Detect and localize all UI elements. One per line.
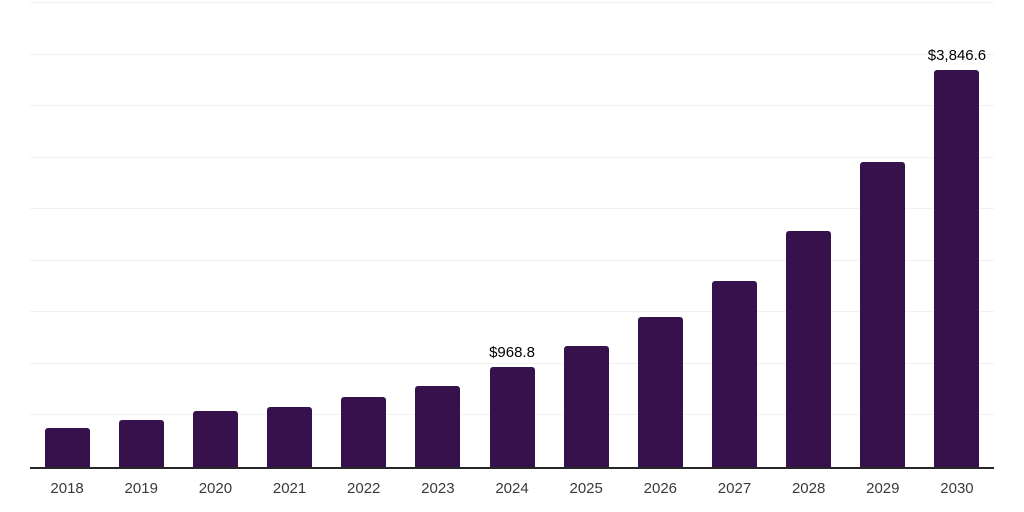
bar-column [697,3,771,467]
x-axis-label: 2024 [495,480,529,497]
bar-2029 [860,162,906,467]
bar-2020 [192,411,238,467]
x-axis-label: 2027 [717,480,752,497]
x-axis: 2018 2019 2020 2021 2022 2023 2024 2025 2026 2027… [30,481,994,497]
bar-column [104,3,178,467]
x-axis-label: 2022 [347,480,381,497]
bar-value-label: $968.8 [489,344,535,362]
x-axis-label: 2025 [569,480,603,497]
gridline [30,311,994,313]
bar-2026 [637,316,683,467]
gridline [30,105,994,107]
bar-2025 [563,345,609,467]
bar-2024 [489,367,535,467]
x-axis-label: 2029 [866,480,900,497]
bar-2027 [711,280,757,467]
x-axis-label: 2020 [198,480,233,497]
bar-column [623,3,697,467]
bar-column [772,3,846,467]
bar-column [252,3,326,467]
gridline [30,362,994,364]
bar-column: $968.8 [475,3,549,467]
bar-column [846,3,920,467]
bars-row: $968.8 $3,846.6 [30,3,994,467]
bar-2021 [267,407,313,467]
bar-2030 [934,70,980,467]
bar-column [549,3,623,467]
x-axis-label: 2030 [940,480,974,497]
bar-2023 [415,385,461,467]
x-axis-label: 2026 [643,480,678,497]
bar-2022 [341,397,387,467]
bar-2028 [786,230,832,467]
x-axis-label: 2021 [272,480,307,497]
gridline [30,53,994,55]
x-axis-label: 2028 [791,480,826,497]
bar-column: $3,846.6 [920,3,994,467]
bar-2019 [118,420,164,467]
plot-area: $968.8 $3,846.6 [30,2,994,469]
bar-2018 [44,427,90,467]
gridline [30,208,994,210]
bar-column [401,3,475,467]
bar-column [30,3,104,467]
bar-column [327,3,401,467]
gridline [30,259,994,261]
bar-value-label: $3,846.6 [927,47,987,65]
bar-column [178,3,252,467]
gridline [30,156,994,158]
x-axis-label: 2023 [421,480,455,497]
gridline [30,2,994,3]
x-axis-label: 2018 [50,480,84,497]
x-axis-label: 2019 [124,480,158,497]
